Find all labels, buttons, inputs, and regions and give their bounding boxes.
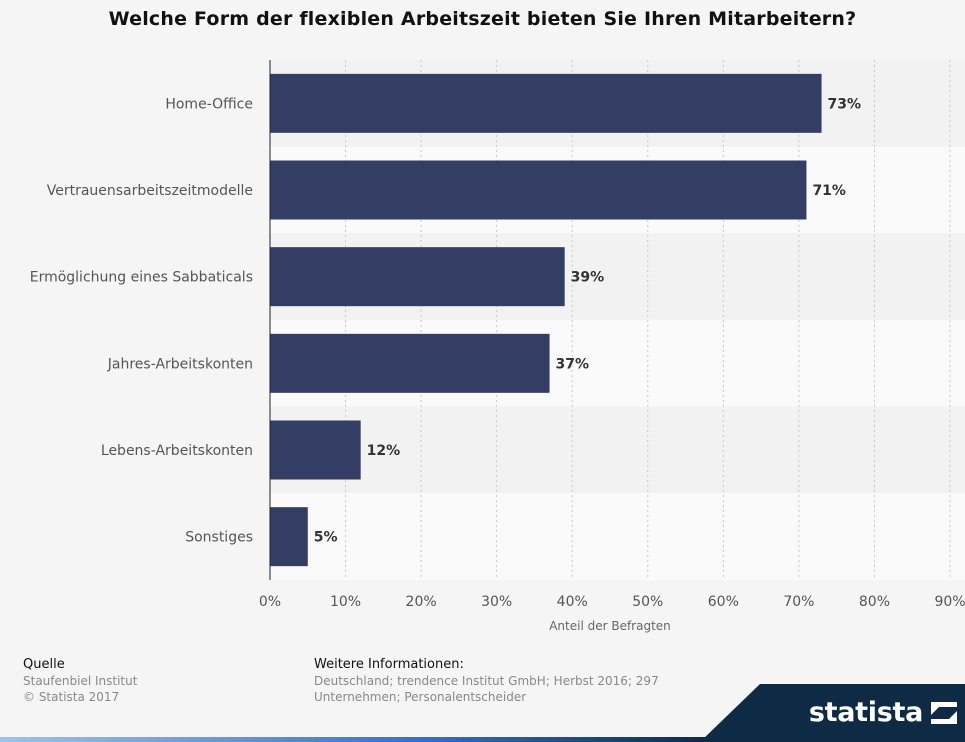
statista-mark-icon [931, 702, 957, 724]
row-band [270, 493, 965, 580]
x-tick-label: 30% [481, 594, 512, 610]
value-label: 71% [812, 183, 846, 199]
x-tick-label: 60% [708, 594, 739, 610]
source-name[interactable]: Staufenbiel Institut [23, 674, 138, 688]
category-label: Vertrauensarbeitszeitmodelle [47, 183, 253, 199]
value-label: 37% [556, 356, 590, 372]
value-label: 5% [314, 530, 338, 546]
row-band [270, 406, 965, 494]
x-tick-label: 40% [557, 594, 588, 610]
bar[interactable] [270, 333, 550, 393]
source-heading: Quelle [23, 657, 65, 672]
bar[interactable] [270, 507, 308, 567]
x-tick-label: 50% [632, 594, 663, 610]
x-tick-labels: 0% 10% 20% 30% 40% 50% 60% 70% 80% 90% [259, 594, 965, 610]
value-label: 73% [828, 96, 862, 112]
x-tick-label: 20% [406, 594, 437, 610]
category-label: Ermöglichung eines Sabbaticals [30, 270, 253, 286]
x-tick-label: 0% [259, 594, 281, 610]
x-tick-label: 10% [330, 594, 361, 610]
x-tick-label: 80% [859, 594, 890, 610]
x-tick-label: 70% [783, 594, 814, 610]
copyright: © Statista 2017 [23, 690, 120, 704]
statista-logo[interactable]: statista [700, 684, 965, 742]
category-label: Sonstiges [185, 530, 253, 546]
bars [270, 73, 822, 567]
info-heading: Weitere Informationen: [314, 657, 464, 672]
source-block: Quelle Staufenbiel Institut © Statista 2… [23, 657, 137, 705]
row-bands [270, 60, 965, 580]
category-label: Jahres-Arbeitskonten [107, 356, 253, 372]
value-label: 12% [367, 443, 401, 459]
bar-chart: Home-Office Vertrauensarbeitszeitmodelle E… [30, 60, 965, 633]
chart-title: Welche Form der flexiblen Arbeitszeit bi… [108, 8, 857, 30]
bar[interactable] [270, 73, 822, 133]
category-labels: Home-Office Vertrauensarbeitszeitmodelle E… [30, 96, 253, 545]
logo-text: statista [808, 697, 923, 728]
category-label: Home-Office [165, 96, 253, 112]
info-text: Deutschland; trendence Institut GmbH; He… [314, 674, 659, 704]
x-axis-title: Anteil der Befragten [549, 619, 671, 633]
x-tick-label: 90% [934, 594, 965, 610]
info-block: Weitere Informationen: Deutschland; tren… [314, 657, 694, 705]
brand-stripe [0, 737, 710, 742]
bar[interactable] [270, 247, 565, 307]
bar[interactable] [270, 420, 361, 480]
gridlines [345, 60, 951, 580]
value-labels: 73% 71% 39% 37% 12% 5% [314, 96, 861, 545]
category-label: Lebens-Arbeitskonten [101, 443, 253, 459]
bar[interactable] [270, 160, 807, 220]
value-label: 39% [571, 270, 605, 286]
